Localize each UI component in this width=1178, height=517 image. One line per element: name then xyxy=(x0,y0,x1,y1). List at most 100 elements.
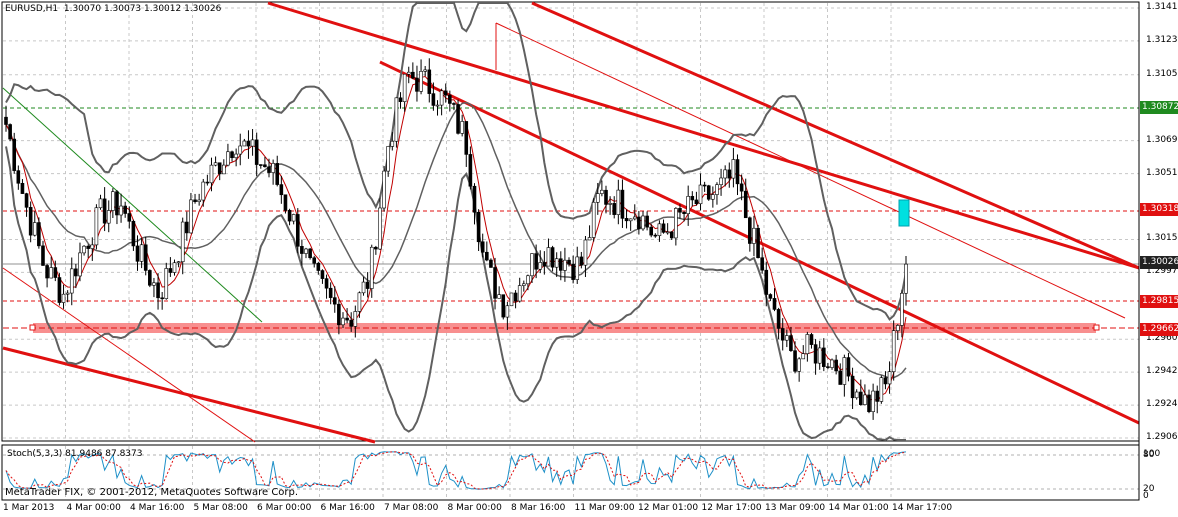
candle-body xyxy=(641,215,645,230)
candle-body xyxy=(209,164,214,184)
candle-body xyxy=(883,377,888,385)
candle-body xyxy=(250,139,255,147)
candle-body xyxy=(98,198,103,209)
candle-body xyxy=(826,366,830,368)
candle-body xyxy=(858,391,863,405)
candle-body xyxy=(238,145,243,155)
candle-body xyxy=(694,199,699,205)
candle-body xyxy=(665,231,670,234)
price-badge: 1.30872 xyxy=(1140,101,1178,115)
candle-body xyxy=(349,319,354,327)
channel-upper[interactable] xyxy=(267,1,1140,270)
candle-body xyxy=(842,357,847,385)
candle-body xyxy=(86,245,90,249)
candle-body xyxy=(776,309,781,329)
candle-body xyxy=(793,350,797,372)
candle-body xyxy=(538,262,543,270)
candle-body xyxy=(879,377,884,402)
candle-body xyxy=(530,253,534,277)
candle-body xyxy=(185,221,189,234)
candle-body xyxy=(871,390,875,412)
time-tick-label: 6 Mar 16:00 xyxy=(320,503,375,513)
candle-body xyxy=(160,297,164,300)
candle-body xyxy=(505,305,510,318)
candle-body xyxy=(382,170,386,209)
candle-body xyxy=(406,71,411,75)
candle-body xyxy=(448,94,452,104)
candle-body xyxy=(189,199,193,234)
candle-body xyxy=(222,164,226,175)
price-tick-label: 1.29970 xyxy=(1146,266,1178,277)
candle-body xyxy=(854,391,859,399)
candle-body xyxy=(571,263,575,280)
candle-body xyxy=(230,151,234,159)
candle-body xyxy=(234,153,238,159)
candle-body xyxy=(476,211,481,243)
candle-body xyxy=(579,256,584,266)
price-tick-label: 1.30510 xyxy=(1146,167,1178,178)
candle-body xyxy=(904,263,908,294)
time-tick-label: 1 Mar 2013 xyxy=(3,503,55,513)
candle-body xyxy=(94,207,99,246)
candle-body xyxy=(674,208,678,239)
time-tick-label: 4 Mar 00:00 xyxy=(66,503,121,513)
candle-body xyxy=(111,191,115,211)
candle-body xyxy=(386,146,390,172)
candle-body xyxy=(316,262,321,271)
candle-body xyxy=(464,121,469,155)
candle-body xyxy=(271,163,275,173)
candle-body xyxy=(772,298,777,310)
candle-body xyxy=(152,282,156,286)
candle-body xyxy=(567,259,571,265)
candle-body xyxy=(378,207,382,250)
thin-red-trendline-lower[interactable] xyxy=(2,267,256,443)
green-trendline[interactable] xyxy=(2,87,263,323)
candle-body xyxy=(45,265,49,279)
candle-body xyxy=(8,124,12,140)
zone-handle-left[interactable] xyxy=(29,324,36,331)
candle-body xyxy=(830,359,834,368)
candle-body xyxy=(106,210,111,224)
zone-handle-right[interactable] xyxy=(1093,324,1100,331)
candle-body xyxy=(686,196,690,214)
candle-body xyxy=(711,194,715,200)
cursor-marker[interactable] xyxy=(898,199,910,227)
price-badge: 1.30026 xyxy=(1140,256,1178,270)
candle-body xyxy=(563,259,567,271)
thin-channel-line[interactable] xyxy=(495,22,1126,319)
candle-body xyxy=(201,181,206,201)
candle-body xyxy=(645,215,649,228)
trend-lines[interactable] xyxy=(2,1,1140,444)
price-tick-label: 1.29245 xyxy=(1146,399,1178,410)
candle-body xyxy=(65,292,70,295)
candle-body xyxy=(193,199,197,203)
candle-body xyxy=(431,93,436,106)
candle-body xyxy=(735,159,740,185)
candle-body xyxy=(863,394,867,405)
candle-body xyxy=(895,325,900,331)
candle-body xyxy=(41,245,45,266)
candle-body xyxy=(324,278,329,289)
thick-red-trendline-lower[interactable] xyxy=(2,346,376,444)
candle-body xyxy=(28,207,33,236)
candle-body xyxy=(226,151,230,166)
candle-body xyxy=(197,199,201,203)
candle-body xyxy=(32,222,37,236)
price-tick-label: 1.31415 xyxy=(1146,2,1178,12)
candle-body xyxy=(242,140,247,147)
candle-body xyxy=(595,193,600,203)
time-tick-label: 14 Mar 01:00 xyxy=(828,503,889,513)
time-tick-label: 13 Mar 09:00 xyxy=(765,503,826,513)
candle-body xyxy=(53,267,58,278)
candle-body xyxy=(846,357,851,377)
candle-body xyxy=(657,223,662,236)
candle-body xyxy=(501,294,506,318)
channel-top[interactable] xyxy=(531,1,1140,270)
candle-body xyxy=(123,205,127,214)
candle-body xyxy=(328,287,333,298)
price-badge: 1.30318 xyxy=(1140,202,1178,216)
candle-body xyxy=(300,246,304,254)
candle-body xyxy=(275,163,280,185)
